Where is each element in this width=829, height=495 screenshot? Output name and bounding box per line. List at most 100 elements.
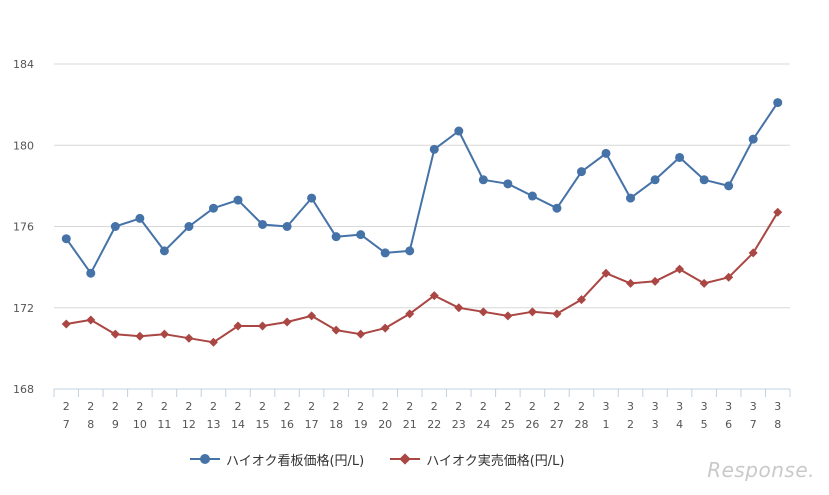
x-tick-label-day: 25 xyxy=(501,418,515,431)
legend-diamond-marker-icon xyxy=(390,453,421,465)
data-point xyxy=(208,203,218,213)
x-tick-label-month: 2 xyxy=(406,400,413,413)
x-tick-label-month: 2 xyxy=(136,400,143,413)
data-point xyxy=(86,315,96,325)
x-tick-label-day: 1 xyxy=(603,418,610,431)
data-point xyxy=(331,232,341,242)
x-tick-label-month: 3 xyxy=(750,400,757,413)
data-point xyxy=(552,203,562,213)
x-tick-label-day: 12 xyxy=(182,418,196,431)
x-tick-label-month: 2 xyxy=(63,400,70,413)
x-tick-label-month: 2 xyxy=(112,400,119,413)
series-line xyxy=(66,211,779,344)
x-tick-label-month: 2 xyxy=(431,400,438,413)
data-point xyxy=(380,248,390,258)
data-point xyxy=(601,148,611,158)
y-tick-label: 180 xyxy=(13,139,34,152)
data-point xyxy=(454,303,464,313)
x-tick-label-day: 3 xyxy=(652,418,659,431)
data-point xyxy=(675,152,685,162)
x-tick-label-month: 2 xyxy=(382,400,389,413)
x-tick-label-month: 3 xyxy=(725,400,732,413)
x-tick-label-month: 2 xyxy=(455,400,462,413)
x-tick-label-month: 3 xyxy=(676,400,683,413)
x-tick-label-month: 2 xyxy=(259,400,266,413)
data-point xyxy=(601,268,611,278)
data-point xyxy=(380,323,390,333)
data-point xyxy=(552,309,562,319)
data-point xyxy=(110,222,120,231)
legend-label: ハイオク実売価格(円/L) xyxy=(426,453,565,469)
x-tick-label-day: 23 xyxy=(452,418,466,431)
data-point xyxy=(626,278,636,288)
data-point xyxy=(748,248,758,258)
x-tick-label-day: 14 xyxy=(231,418,245,431)
x-tick-label-month: 2 xyxy=(529,400,536,413)
x-tick-label-month: 2 xyxy=(504,400,511,413)
data-point xyxy=(748,134,758,144)
data-point xyxy=(454,126,464,136)
data-point xyxy=(405,246,415,256)
data-point xyxy=(576,295,586,305)
x-tick-label-month: 2 xyxy=(553,400,560,413)
x-tick-label-day: 19 xyxy=(354,418,368,431)
x-tick-label-month: 2 xyxy=(235,400,242,413)
x-tick-label-day: 17 xyxy=(305,418,319,431)
chart-legend: ハイオク看板価格(円/L) ハイオク実売価格(円/L) xyxy=(190,449,565,469)
x-tick-label-day: 10 xyxy=(133,418,147,431)
x-tick-label-month: 2 xyxy=(308,400,315,413)
legend-label: ハイオク看板価格(円/L) xyxy=(226,453,365,469)
data-point xyxy=(356,230,366,240)
x-tick-label-day: 24 xyxy=(476,418,490,431)
data-point xyxy=(405,309,415,319)
x-tick-label-day: 27 xyxy=(550,418,564,431)
y-tick-label: 168 xyxy=(13,383,34,396)
x-tick-label-month: 2 xyxy=(161,400,168,413)
x-tick-label-day: 20 xyxy=(378,418,392,431)
data-point xyxy=(184,222,194,231)
data-point xyxy=(527,191,537,201)
x-tick-label-month: 3 xyxy=(774,400,781,413)
x-tick-label-day: 11 xyxy=(157,418,171,431)
data-point xyxy=(86,268,96,278)
legend-item-signboard-price[interactable]: ハイオク看板価格(円/L) xyxy=(190,450,364,469)
data-point xyxy=(282,317,292,327)
data-point xyxy=(159,246,169,256)
data-point xyxy=(61,319,71,329)
data-point xyxy=(135,331,145,341)
data-point xyxy=(429,144,439,154)
x-tick-label-day: 6 xyxy=(725,418,732,431)
x-tick-label-month: 2 xyxy=(333,400,340,413)
x-tick-label-day: 22 xyxy=(427,418,441,431)
x-tick-label-day: 8 xyxy=(774,418,781,431)
data-point xyxy=(331,325,341,335)
x-tick-label-day: 8 xyxy=(87,418,94,431)
x-tick-label-day: 26 xyxy=(525,418,539,431)
legend-item-actual-price[interactable]: ハイオク実売価格(円/L) xyxy=(390,450,565,469)
x-tick-label-day: 13 xyxy=(206,418,220,431)
data-point xyxy=(233,195,243,205)
data-point xyxy=(724,272,734,282)
data-point xyxy=(675,264,685,274)
response-watermark-logo: Response. xyxy=(707,458,815,482)
data-point xyxy=(503,311,513,321)
y-tick-label: 172 xyxy=(13,302,34,315)
x-tick-label-day: 16 xyxy=(280,418,294,431)
data-point xyxy=(307,311,317,321)
data-point xyxy=(699,278,709,288)
x-tick-label-month: 2 xyxy=(578,400,585,413)
x-tick-label-month: 3 xyxy=(652,400,659,413)
x-tick-label-month: 2 xyxy=(480,400,487,413)
data-point xyxy=(478,175,488,185)
data-point xyxy=(282,222,292,231)
x-tick-label-month: 3 xyxy=(627,400,634,413)
x-tick-label-month: 3 xyxy=(701,400,708,413)
x-tick-label-month: 2 xyxy=(284,400,291,413)
data-point xyxy=(650,276,660,286)
data-point xyxy=(233,321,243,331)
x-tick-label-day: 18 xyxy=(329,418,343,431)
data-point xyxy=(208,337,218,347)
data-point xyxy=(650,175,660,185)
data-point xyxy=(478,307,488,317)
